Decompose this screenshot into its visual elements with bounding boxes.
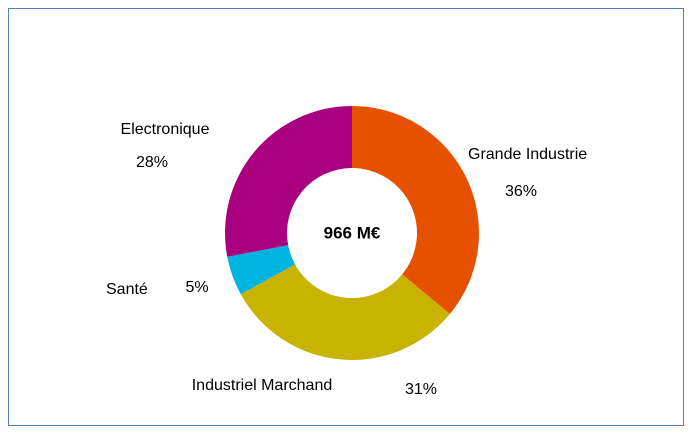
value-label: 31% — [405, 381, 437, 398]
value-label: 36% — [505, 183, 537, 200]
slice — [352, 106, 479, 314]
donut — [224, 106, 479, 361]
slice — [227, 245, 296, 295]
value-label: 5% — [185, 279, 208, 296]
value-label: 28% — [136, 154, 168, 171]
category-label: Industriel Marchand — [192, 377, 333, 394]
category-label: Electronique — [121, 121, 210, 138]
slice — [240, 264, 450, 361]
slice — [224, 106, 352, 257]
center-label: 966 M€ — [324, 223, 381, 242]
category-label: Grande Industrie — [468, 146, 587, 163]
chart-frame — [8, 8, 684, 426]
category-label: Santé — [106, 281, 148, 298]
